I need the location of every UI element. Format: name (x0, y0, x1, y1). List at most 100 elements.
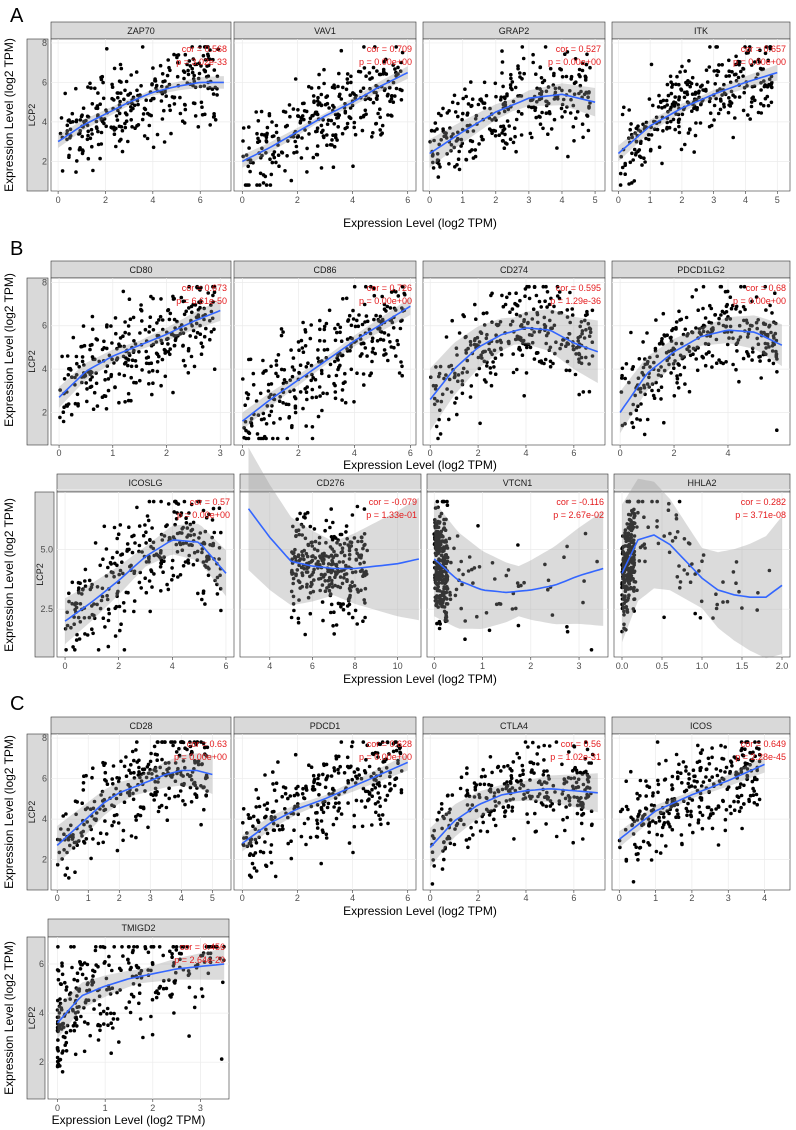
data-point (187, 511, 191, 515)
data-point (475, 335, 480, 340)
data-point (206, 54, 211, 58)
data-point (713, 313, 718, 317)
data-point (674, 112, 678, 116)
data-point (622, 105, 626, 110)
data-point (645, 417, 650, 422)
data-point (271, 770, 275, 774)
data-point (483, 349, 488, 354)
panel-title: VAV1 (314, 26, 336, 36)
data-point (396, 342, 400, 347)
data-point (554, 340, 558, 345)
data-point (183, 560, 188, 564)
data-point (631, 365, 635, 369)
data-point (126, 93, 130, 97)
data-point (389, 345, 394, 349)
data-point (199, 341, 204, 346)
data-point (120, 560, 124, 564)
data-point (440, 604, 444, 609)
data-point (429, 375, 433, 380)
data-point (509, 774, 514, 778)
data-point (683, 327, 688, 332)
data-point (99, 116, 103, 121)
data-point (512, 126, 517, 130)
data-point (131, 315, 136, 320)
data-point (745, 350, 749, 354)
data-point (298, 511, 302, 516)
data-point (435, 594, 439, 598)
data-point (308, 591, 313, 595)
data-point (336, 809, 341, 813)
data-point (442, 591, 447, 595)
data-point (440, 601, 445, 605)
data-point (645, 382, 650, 386)
data-point (309, 86, 314, 90)
data-point (750, 346, 755, 351)
data-point (774, 321, 778, 326)
data-point (543, 45, 548, 49)
data-point (428, 140, 432, 144)
data-point (331, 624, 335, 628)
data-point (478, 829, 483, 833)
data-point (345, 72, 350, 76)
data-point (380, 813, 385, 817)
data-point (183, 327, 188, 331)
data-point (494, 94, 498, 99)
data-point (647, 375, 651, 380)
y-axis-label: Expression Level (log2 TPM) (2, 735, 16, 889)
data-point (436, 111, 441, 116)
data-point (244, 391, 249, 395)
data-point (636, 510, 640, 515)
data-point (353, 570, 358, 574)
data-point (761, 103, 766, 108)
data-point (158, 565, 163, 569)
data-point (665, 103, 669, 107)
data-point (368, 86, 372, 91)
data-point (72, 622, 76, 626)
plot-area (422, 277, 606, 446)
data-point (345, 349, 350, 353)
data-point (473, 302, 477, 307)
data-point (560, 115, 564, 119)
data-point (719, 313, 723, 317)
section-letter-C: C (10, 693, 24, 715)
data-point (448, 590, 452, 595)
data-point (349, 80, 353, 85)
data-point (307, 763, 311, 767)
data-point (530, 135, 534, 140)
data-point (447, 377, 452, 382)
data-point (519, 112, 524, 116)
data-point (315, 835, 320, 839)
x-tick-label: 4 (523, 893, 528, 903)
data-point (190, 324, 194, 328)
data-point (199, 285, 203, 290)
data-point (66, 373, 71, 377)
data-point (773, 291, 777, 296)
data-point (121, 354, 126, 359)
data-point (685, 572, 690, 576)
data-point (204, 794, 208, 798)
y-tick-label: 6 (42, 321, 47, 331)
data-point (270, 810, 275, 814)
data-point (246, 430, 251, 435)
data-point (90, 582, 94, 587)
data-point (73, 648, 77, 652)
data-point (582, 579, 586, 583)
data-point (278, 416, 282, 421)
data-point (241, 126, 246, 130)
data-point (359, 539, 364, 544)
data-point (522, 394, 526, 398)
data-point (525, 812, 529, 816)
data-point (506, 764, 510, 768)
data-point (373, 351, 378, 356)
data-point (73, 401, 78, 406)
data-point (698, 121, 703, 125)
data-point (672, 366, 676, 371)
data-point (586, 321, 591, 326)
data-point (321, 118, 325, 122)
data-point (731, 135, 735, 140)
data-point (155, 740, 160, 744)
data-point (539, 76, 544, 80)
data-point (451, 132, 455, 136)
data-point (465, 358, 470, 363)
data-point (163, 90, 167, 94)
